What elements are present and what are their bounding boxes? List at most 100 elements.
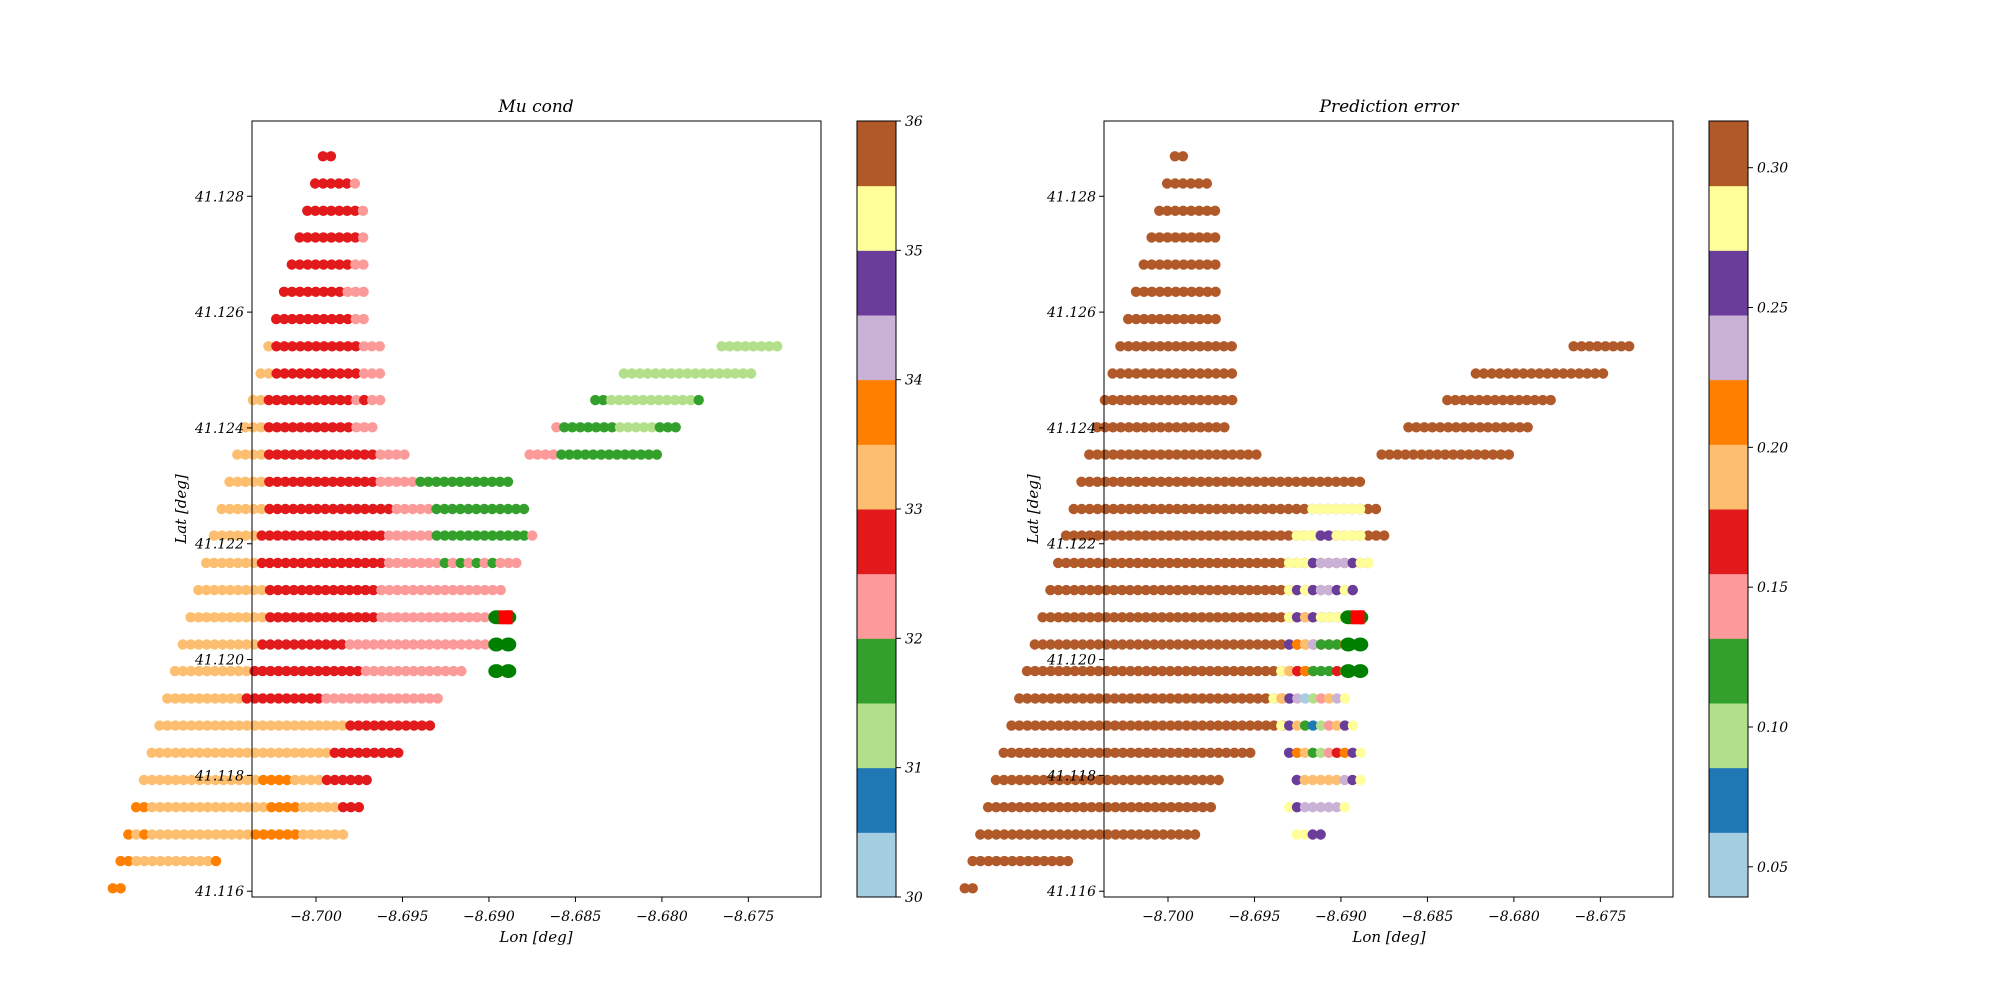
scatter-point	[257, 612, 268, 623]
scatter-point	[1212, 612, 1223, 623]
scatter-point	[990, 774, 1002, 786]
scatter-point	[273, 693, 284, 704]
scatter-point	[318, 286, 329, 297]
scatter-point	[440, 665, 451, 677]
scatter-point	[716, 341, 727, 352]
scatter-point	[1157, 774, 1169, 786]
scatter-point	[336, 612, 347, 623]
y-tick-label: 41.124	[194, 421, 244, 437]
scatter-point	[334, 341, 346, 352]
scatter-point	[256, 584, 268, 596]
scatter-point	[1162, 313, 1174, 325]
scatter-point	[392, 665, 403, 677]
colorbar-tick-label: 34	[905, 373, 923, 389]
scatter-point	[606, 394, 617, 406]
y-tick-label: 41.124	[1046, 421, 1096, 437]
scatter-point	[393, 747, 404, 758]
scatter-point	[1331, 802, 1343, 813]
scatter-point	[1180, 557, 1191, 569]
scatter-point	[232, 449, 243, 460]
scatter-point	[240, 503, 251, 515]
scatter-point	[1196, 639, 1208, 650]
scatter-point	[385, 720, 396, 731]
scatter-point	[1384, 449, 1395, 460]
scatter-point	[1046, 855, 1058, 867]
scatter-point	[313, 774, 325, 786]
scatter-point	[1244, 665, 1256, 677]
scatter-point	[321, 720, 332, 731]
scatter-point	[250, 774, 261, 786]
scatter-point	[1203, 476, 1215, 487]
scatter-point	[352, 557, 363, 569]
colorbar: 0.050.100.150.200.250.30	[1708, 120, 1788, 898]
scatter-point	[279, 422, 291, 433]
scatter-point	[1197, 693, 1208, 704]
scatter-point	[391, 530, 403, 541]
scatter-point	[210, 802, 221, 813]
scatter-point	[296, 503, 307, 515]
scatter-point	[1566, 368, 1577, 379]
scatter-point	[361, 747, 372, 758]
scatter-point	[303, 422, 314, 433]
scatter-point	[1076, 530, 1088, 541]
scatter-point	[336, 639, 348, 650]
scatter-point	[241, 665, 252, 677]
scatter-point	[1163, 368, 1174, 379]
scatter-point	[1203, 503, 1215, 515]
scatter-point	[1315, 747, 1327, 758]
scatter-point	[1204, 665, 1216, 677]
scatter-point	[311, 476, 323, 487]
scatter-point	[131, 829, 142, 840]
scatter-point	[186, 720, 197, 731]
scatter-point	[1149, 693, 1160, 704]
scatter-point	[1226, 368, 1238, 379]
scatter-point	[1220, 639, 1232, 650]
scatter-point	[358, 232, 369, 243]
scatter-point	[1155, 341, 1166, 352]
scatter-point	[1163, 394, 1174, 406]
scatter-point	[407, 530, 418, 541]
scatter-point	[302, 205, 313, 216]
scatter-point	[1053, 584, 1064, 596]
scatter-point	[1188, 584, 1199, 596]
scatter-point	[1170, 259, 1181, 270]
scatter-point	[154, 802, 166, 813]
scatter-point	[532, 449, 543, 460]
scatter-point	[1235, 530, 1247, 541]
scatter-point	[272, 476, 283, 487]
scatter-point	[1054, 747, 1065, 758]
scatter-point	[690, 368, 701, 379]
scatter-point	[1039, 855, 1050, 867]
scatter-point	[1142, 802, 1153, 813]
scatter-point	[1283, 612, 1295, 623]
scatter-point	[376, 639, 387, 650]
scatter-point	[1123, 313, 1134, 325]
scatter-point	[225, 693, 237, 704]
scatter-point	[1131, 422, 1143, 433]
scatter-point	[1315, 612, 1327, 623]
scatter-point	[1251, 557, 1263, 569]
scatter-point	[1210, 259, 1221, 270]
scatter-point	[1141, 747, 1153, 758]
scatter-point	[1062, 855, 1074, 867]
scatter-point	[999, 829, 1010, 840]
scatter-point	[333, 178, 345, 189]
scatter-point	[358, 259, 369, 270]
scatter-point	[1118, 829, 1129, 840]
scatter-point	[319, 368, 330, 379]
scatter-point	[1140, 476, 1151, 487]
scatter-point	[1038, 829, 1050, 840]
scatter-point	[392, 612, 403, 623]
scatter-point	[274, 829, 285, 840]
scatter-point	[1323, 720, 1335, 731]
scatter-point	[170, 747, 181, 758]
scatter-point	[1181, 720, 1192, 731]
x-tick-label: −8.685	[1402, 909, 1454, 925]
scatter-point	[216, 530, 228, 541]
scatter-point	[351, 503, 363, 515]
scatter-point	[287, 422, 298, 433]
scatter-point	[280, 530, 291, 541]
scatter-point	[1497, 394, 1509, 406]
scatter-point	[1124, 476, 1135, 487]
scatter-point	[1178, 313, 1190, 325]
